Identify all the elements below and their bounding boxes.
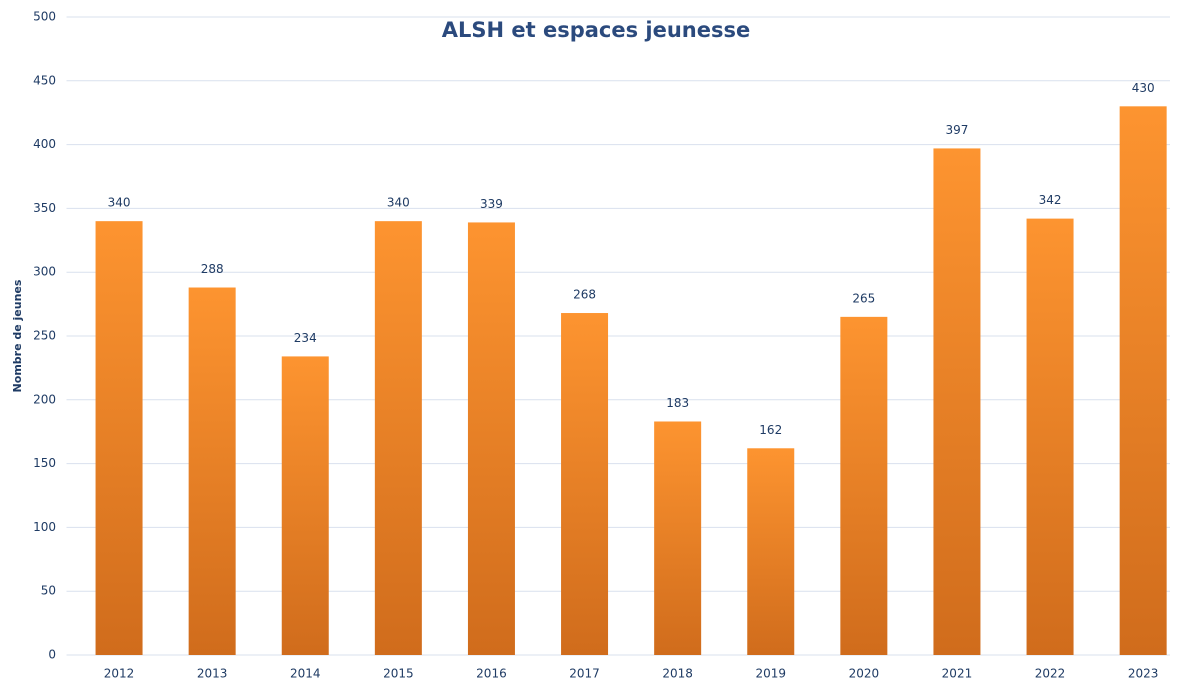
x-tick-label: 2015 [383, 667, 414, 681]
data-label: 342 [1039, 193, 1062, 207]
x-tick-label: 2017 [569, 667, 600, 681]
y-tick-label: 300 [33, 265, 56, 279]
data-label: 397 [945, 123, 968, 137]
y-tick-label: 0 [48, 648, 56, 662]
bar [933, 148, 981, 656]
x-tick-label: 2021 [942, 667, 973, 681]
bar [1119, 106, 1167, 655]
y-tick-label: 450 [33, 73, 56, 87]
x-tick-label: 2022 [1035, 667, 1066, 681]
x-tick-label: 2020 [849, 667, 880, 681]
y-tick-label: 250 [33, 329, 56, 343]
data-label: 339 [480, 197, 503, 211]
y-tick-label: 150 [33, 456, 56, 470]
y-tick-label: 400 [33, 137, 56, 151]
x-tick-label: 2019 [755, 667, 786, 681]
y-tick-label: 350 [33, 201, 56, 215]
data-label: 430 [1132, 81, 1155, 95]
data-label: 288 [201, 262, 224, 276]
chart-title: ALSH et espaces jeunesse [442, 18, 751, 42]
x-tick-label: 2013 [197, 667, 228, 681]
x-tick-label: 2014 [290, 667, 321, 681]
y-tick-label: 500 [33, 10, 56, 24]
y-tick-label: 50 [41, 584, 56, 598]
data-label: 265 [852, 291, 875, 305]
bar [840, 316, 888, 655]
bar [374, 221, 422, 655]
data-label: 340 [387, 196, 410, 210]
y-tick-label: 200 [33, 392, 56, 406]
bar [95, 221, 143, 655]
y-axis-label: Nombre de jeunes [11, 279, 24, 392]
bar [467, 222, 515, 655]
data-label: 162 [759, 423, 782, 437]
y-tick-label: 100 [33, 520, 56, 534]
x-tick-label: 2023 [1128, 667, 1159, 681]
bar [747, 448, 795, 655]
data-label: 340 [108, 196, 131, 210]
bar [1026, 218, 1074, 655]
bar [561, 313, 609, 655]
data-label: 234 [294, 331, 317, 345]
x-tick-label: 2012 [104, 667, 135, 681]
x-tick-label: 2018 [662, 667, 693, 681]
x-tick-label: 2016 [476, 667, 507, 681]
bar [188, 287, 236, 655]
bar [654, 421, 702, 655]
bar [281, 356, 329, 655]
data-label: 268 [573, 288, 596, 302]
data-label: 183 [666, 396, 689, 410]
